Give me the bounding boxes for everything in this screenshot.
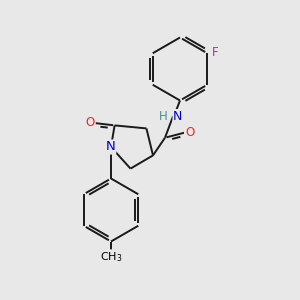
- Text: O: O: [185, 126, 194, 139]
- Text: F: F: [212, 46, 219, 59]
- Text: O: O: [85, 116, 94, 129]
- Text: N: N: [173, 110, 182, 123]
- Text: N: N: [106, 140, 115, 154]
- Text: CH$_3$: CH$_3$: [100, 250, 122, 264]
- Text: H: H: [159, 110, 168, 123]
